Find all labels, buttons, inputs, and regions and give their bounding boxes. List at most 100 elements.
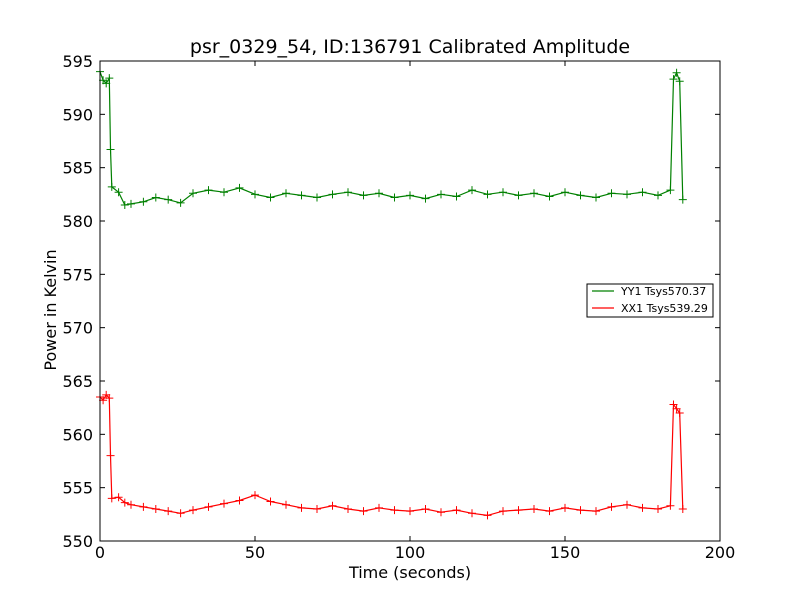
data-point [499,188,507,197]
data-point [437,190,445,199]
data-point [390,193,399,202]
legend-label-xx1: XX1 Tsys539.29 [621,302,708,315]
data-point [164,195,173,204]
y-tick-label: 550 [62,532,93,551]
data-point [675,77,684,86]
data-point [468,186,476,195]
data-point [545,192,554,201]
data-point [406,507,414,516]
data-point [328,501,337,510]
data-point [623,190,631,199]
data-point [669,400,678,409]
y-tick-label: 575 [62,265,93,284]
plot-area [96,67,687,520]
y-tick-label: 590 [62,105,93,124]
data-point [421,505,430,513]
data-point [421,194,430,203]
data-point [106,451,115,460]
series-0 [96,67,687,209]
data-point [499,507,507,516]
data-point [120,201,129,209]
data-point [666,186,675,195]
data-point [107,494,116,503]
data-point [189,506,197,515]
data-point [235,496,244,505]
data-point [672,68,681,77]
data-point [452,506,461,515]
data-point [127,500,135,509]
data-point [669,75,678,84]
data-point [592,507,600,516]
data-point [204,186,213,195]
data-point [176,198,185,207]
data-point [266,193,275,202]
data-point [220,499,228,508]
data-point [437,508,445,517]
data-point [176,509,185,518]
data-point [114,188,123,197]
y-tick-label: 595 [62,52,93,71]
data-point [638,188,647,197]
y-tick-label: 560 [62,425,93,444]
data-point [189,189,197,198]
y-tick-label: 555 [62,479,93,498]
data-point [592,193,600,202]
data-point [164,507,173,516]
data-point [483,511,492,520]
data-point [297,503,306,512]
data-point [220,188,228,197]
data-point [561,188,569,197]
axes: 0 50 100 150 200 550 555 560 565 570 575 580 585 590 5… [62,52,735,562]
data-point [107,182,116,191]
data-point [359,191,368,200]
x-tick-label: 200 [705,543,736,562]
series-1 [96,390,687,520]
legend-label-yy1: YY1 Tsys570.37 [620,285,706,298]
data-point [623,500,631,509]
y-tick-label: 565 [62,372,93,391]
data-point [514,506,523,515]
y-tick-label: 580 [62,212,93,231]
data-point [251,190,259,199]
data-point [313,193,321,202]
data-point [297,191,306,200]
data-point [251,491,259,500]
data-point [105,394,114,403]
data-point [468,509,476,518]
data-point [561,503,569,512]
data-point [139,502,148,511]
data-point [151,193,160,202]
y-tick-label: 570 [62,319,93,338]
data-point [514,191,523,200]
data-point [151,505,160,513]
data-point [390,506,399,515]
data-point [359,507,368,516]
data-point [105,74,114,83]
data-point [139,197,148,206]
x-tick-label: 50 [245,543,265,562]
data-point [607,189,616,198]
data-point [120,498,129,507]
data-point [678,195,687,204]
y-axis-label: Power in Kelvin [41,249,60,370]
data-point [102,79,111,88]
x-tick-label: 0 [95,543,105,562]
data-point [127,199,135,208]
data-point [406,191,414,200]
data-point [654,191,662,200]
data-point [375,189,383,198]
legend-entry-yy1: YY1 Tsys570.37 [592,285,706,298]
data-point [114,493,123,502]
data-point [344,505,352,513]
data-point [607,502,616,511]
data-point [266,497,275,506]
data-point [375,503,383,512]
data-point [530,189,538,198]
data-point [282,500,290,509]
x-tick-label: 100 [395,543,426,562]
data-point [666,501,675,510]
data-point [328,190,337,199]
data-point [530,505,538,513]
legend-entry-xx1: XX1 Tsys539.29 [592,302,708,315]
